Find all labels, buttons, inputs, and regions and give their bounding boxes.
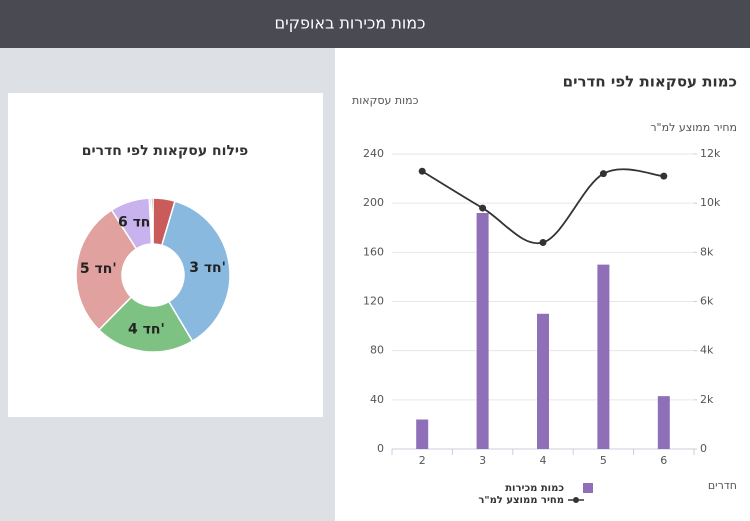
- line-point: [539, 239, 547, 246]
- pie-slice: [160, 200, 231, 343]
- chart-title: כמות עסקאות לפי חדרים: [563, 73, 737, 91]
- bar: [657, 396, 670, 449]
- pie-slice: [75, 209, 138, 331]
- y2-tick-label: 10k: [700, 196, 721, 209]
- line-point: [660, 172, 668, 180]
- x-tick-label: 4: [540, 454, 547, 467]
- y-tick-label: 40: [370, 393, 384, 406]
- y2-tick-label: 4k: [700, 344, 714, 357]
- x-tick-label: 3: [479, 454, 486, 467]
- y-tick-label: 240: [363, 147, 384, 160]
- slice-label: 3 חד': [189, 260, 226, 276]
- line-point: [479, 204, 487, 212]
- x-tick-label: 2: [419, 454, 426, 467]
- legend-swatch: [583, 483, 593, 493]
- x-tick-label: 6: [660, 454, 667, 467]
- y2-axis-title: מחיר ממוצע למ"ר: [650, 121, 737, 134]
- legend-label: כמות מכירות: [505, 483, 564, 494]
- legend-dot: [573, 497, 579, 503]
- bar: [537, 313, 549, 449]
- legend-label: מחיר ממוצע למ"ר: [478, 495, 564, 506]
- y2-tick-label: 0: [700, 442, 707, 455]
- slice-label: 6 חד': [118, 215, 155, 231]
- slice-label: 4 חד': [128, 322, 165, 338]
- x-axis-title: חדרים: [708, 479, 737, 492]
- x-tick-label: 5: [600, 454, 607, 467]
- bar: [476, 213, 489, 449]
- pie-card: [8, 93, 323, 417]
- header-bar: [0, 0, 750, 48]
- y2-tick-label: 8k: [700, 245, 714, 258]
- pie-title: פילוח עסקאות לפי חדרים: [82, 143, 249, 159]
- y2-tick-label: 2k: [700, 393, 714, 406]
- line-point: [418, 167, 426, 175]
- y2-tick-label: 12k: [700, 147, 721, 160]
- pie-slice: [150, 197, 154, 245]
- header-title: כמות מכירות באופקים: [274, 14, 425, 33]
- pie-slice: [97, 296, 194, 353]
- slice-label: 5 חד': [80, 261, 117, 277]
- y-tick-label: 0: [377, 442, 384, 455]
- bar: [597, 264, 610, 449]
- y2-tick-label: 6k: [700, 295, 714, 308]
- y-tick-label: 200: [363, 196, 384, 209]
- right-panel: [335, 48, 750, 521]
- y-axis-title: כמות עסקאות: [352, 94, 419, 107]
- y-tick-label: 80: [370, 344, 384, 357]
- line-point: [599, 170, 607, 178]
- bar: [416, 419, 429, 449]
- y-tick-label: 120: [363, 295, 384, 308]
- y-tick-label: 160: [363, 245, 384, 258]
